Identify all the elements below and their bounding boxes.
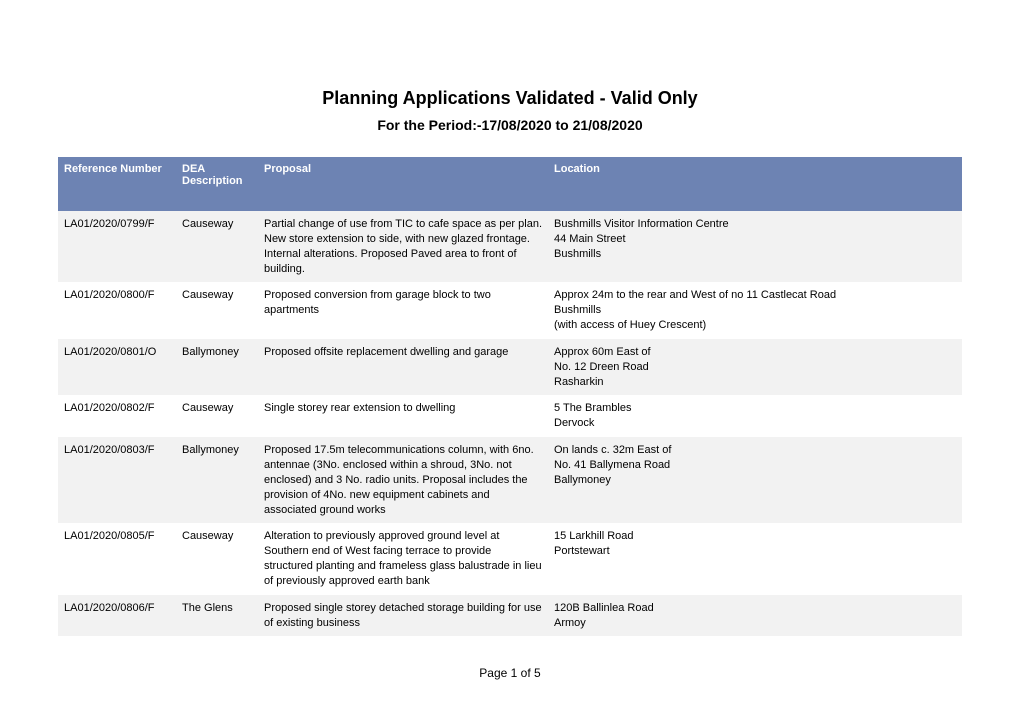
cell-location: Approx 24m to the rear and West of no 11… — [548, 282, 962, 339]
cell-reference: LA01/2020/0801/O — [58, 339, 176, 396]
col-header-proposal: Proposal — [258, 157, 548, 211]
cell-proposal: Single storey rear extension to dwelling — [258, 395, 548, 437]
cell-dea: Causeway — [176, 211, 258, 282]
cell-location: 120B Ballinlea RoadArmoy — [548, 595, 962, 637]
cell-location: On lands c. 32m East ofNo. 41 Ballymena … — [548, 437, 962, 523]
cell-dea: Ballymoney — [176, 339, 258, 396]
applications-table: Reference Number DEA Description Proposa… — [58, 157, 962, 636]
cell-proposal: Proposed single storey detached storage … — [258, 595, 548, 637]
col-header-dea: DEA Description — [176, 157, 258, 211]
cell-location: 5 The BramblesDervock — [548, 395, 962, 437]
cell-proposal: Proposed 17.5m telecommunications column… — [258, 437, 548, 523]
table-row: LA01/2020/0806/FThe GlensProposed single… — [58, 595, 962, 637]
cell-location: 15 Larkhill RoadPortstewart — [548, 523, 962, 594]
cell-proposal: Proposed conversion from garage block to… — [258, 282, 548, 339]
cell-reference: LA01/2020/0799/F — [58, 211, 176, 282]
cell-dea: Causeway — [176, 523, 258, 594]
cell-dea: Ballymoney — [176, 437, 258, 523]
page-footer: Page 1 of 5 — [0, 666, 1020, 680]
cell-proposal: Alteration to previously approved ground… — [258, 523, 548, 594]
col-header-location: Location — [548, 157, 962, 211]
cell-location: Bushmills Visitor Information Centre44 M… — [548, 211, 962, 282]
cell-reference: LA01/2020/0805/F — [58, 523, 176, 594]
table-header-row: Reference Number DEA Description Proposa… — [58, 157, 962, 211]
table-row: LA01/2020/0800/FCausewayProposed convers… — [58, 282, 962, 339]
cell-reference: LA01/2020/0802/F — [58, 395, 176, 437]
table-row: LA01/2020/0802/FCausewaySingle storey re… — [58, 395, 962, 437]
cell-reference: LA01/2020/0803/F — [58, 437, 176, 523]
cell-dea: The Glens — [176, 595, 258, 637]
cell-proposal: Partial change of use from TIC to cafe s… — [258, 211, 548, 282]
page-title: Planning Applications Validated - Valid … — [58, 88, 962, 109]
cell-location: Approx 60m East ofNo. 12 Dreen RoadRasha… — [548, 339, 962, 396]
col-header-reference: Reference Number — [58, 157, 176, 211]
cell-dea: Causeway — [176, 282, 258, 339]
period-subtitle: For the Period:-17/08/2020 to 21/08/2020 — [58, 117, 962, 133]
table-body: LA01/2020/0799/FCausewayPartial change o… — [58, 211, 962, 636]
cell-reference: LA01/2020/0806/F — [58, 595, 176, 637]
cell-dea: Causeway — [176, 395, 258, 437]
table-row: LA01/2020/0803/FBallymoneyProposed 17.5m… — [58, 437, 962, 523]
table-row: LA01/2020/0801/OBallymoneyProposed offsi… — [58, 339, 962, 396]
table-row: LA01/2020/0805/FCausewayAlteration to pr… — [58, 523, 962, 594]
cell-proposal: Proposed offsite replacement dwelling an… — [258, 339, 548, 396]
cell-reference: LA01/2020/0800/F — [58, 282, 176, 339]
table-row: LA01/2020/0799/FCausewayPartial change o… — [58, 211, 962, 282]
